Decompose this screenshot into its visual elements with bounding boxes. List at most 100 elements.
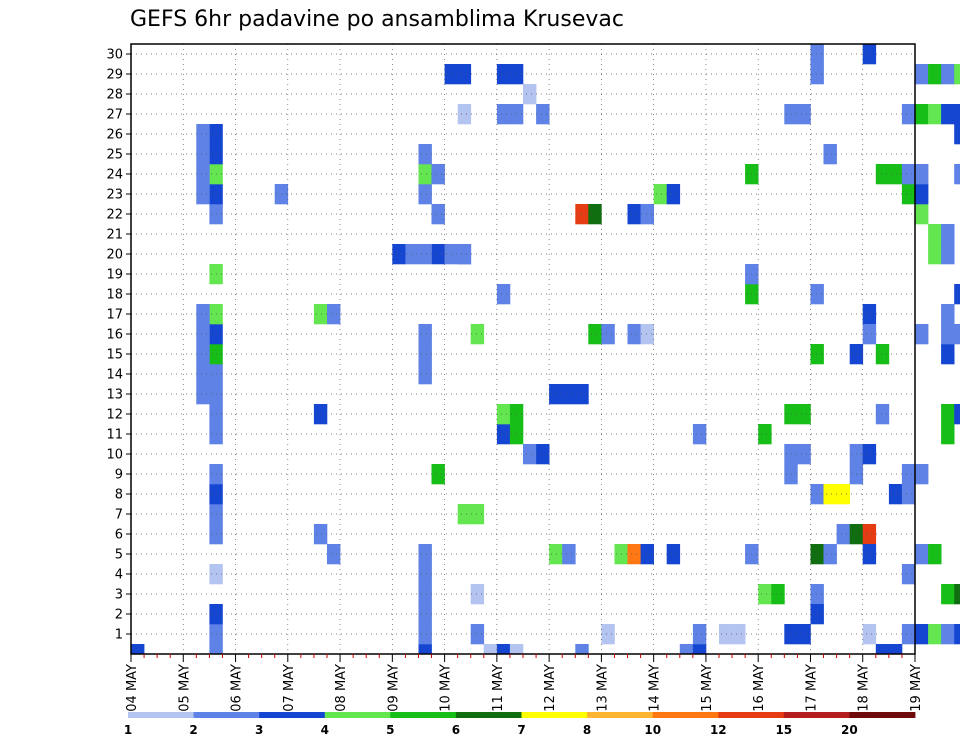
legend-swatch [455,712,522,718]
x-tick-label: 16 MAY [752,664,767,712]
heatmap-cell [862,44,877,65]
heatmap-cell [509,644,524,655]
heatmap-cell [954,124,960,145]
heatmap-cell [823,484,837,505]
heatmap-cell [418,544,432,565]
y-tick-label: 28 [106,88,123,103]
y-axis: 1234567891011121314151617181920212223242… [106,48,131,643]
legend-label: 20 [841,723,858,737]
heatmap-cell [536,104,550,125]
y-tick-label: 26 [106,128,123,143]
heatmap-cell [862,524,877,545]
y-tick-label: 15 [106,348,123,363]
heatmap-cell [941,64,955,85]
x-tick-label: 11 MAY [491,664,506,712]
y-tick-label: 2 [115,608,123,623]
legend-swatch [718,712,785,718]
heatmap-cell [928,224,942,245]
x-tick-label: 05 MAY [177,664,192,712]
heatmap-cell [901,484,916,505]
heatmap-cell [418,164,432,185]
y-tick-label: 10 [106,448,123,463]
heatmap-cell [928,104,942,125]
heatmap-cell [954,624,960,645]
heatmap-cell [797,404,811,425]
heatmap-cell [418,584,432,605]
y-tick-label: 11 [106,428,123,443]
heatmap-cell [627,544,641,565]
heatmap-cell [901,104,916,125]
heatmap-cell [209,644,223,655]
legend-label: 6 [452,723,460,737]
heatmap-cell [196,384,210,405]
heatmap-cell [457,504,472,525]
heatmap-cell [588,204,602,225]
heatmap-cell [496,104,511,125]
heatmap-cell [313,404,328,425]
heatmap-cell [915,624,929,645]
heatmap-cell [797,624,811,645]
heatmap-cell [862,624,877,645]
heatmap-cell [888,484,903,505]
heatmap-cell [679,644,694,655]
legend-label: 12 [710,723,727,737]
legend-swatch [521,712,588,718]
heatmap-cell [810,284,824,305]
heatmap-cell [470,324,485,345]
legend-swatch [849,712,916,718]
heatmap-cell [915,104,929,125]
heatmap-cell [941,424,955,445]
heatmap-cell [692,624,707,645]
heatmap-cell [941,404,955,425]
heatmap-cell [196,164,210,185]
heatmap-cell [810,584,824,605]
y-tick-label: 29 [106,68,123,83]
heatmap-cell [496,404,511,425]
heatmap-cell [941,344,955,365]
heatmap-cell [431,164,445,185]
heatmap-cell [470,584,485,605]
heatmap-cell [941,104,955,125]
heatmap-cell [418,624,432,645]
x-tick-label: 04 MAY [125,664,140,712]
heatmap-cell [327,544,341,565]
heatmap-cell [431,244,445,265]
heatmap-cell [196,184,210,205]
heatmap-cell [392,244,406,265]
legend-label: 10 [644,723,661,737]
heatmap-cell [418,604,432,625]
heatmap-cell [418,324,432,345]
heatmap-cell [810,44,824,65]
heatmap-cell [666,544,681,565]
heatmap-cell [888,644,903,655]
heatmap-cell [196,124,210,145]
x-tick-label: 07 MAY [282,664,297,712]
heatmap-cell [692,424,707,445]
grid-lines [131,44,915,654]
heatmap-cell [575,644,589,655]
y-tick-label: 7 [115,508,123,523]
heatmap-cell [941,624,955,645]
heatmap-cell [627,204,641,225]
heatmap-cell [954,104,960,125]
heatmap-cell [836,524,850,545]
heatmap-cell [719,624,733,645]
heatmap-cell [732,624,746,645]
heatmap-cell [313,524,328,545]
heatmap-cell [928,544,942,565]
x-tick-label: 13 MAY [595,664,610,712]
y-tick-label: 1 [115,628,123,643]
heatmap-cell [405,244,419,265]
legend-label: 4 [321,723,329,737]
heatmap-cell [901,184,916,205]
y-tick-label: 21 [106,228,123,243]
heatmap-cell [888,164,903,185]
heatmap-cell [915,204,929,225]
heatmap-cell [810,604,824,625]
heatmap-cell [954,404,960,425]
y-tick-label: 6 [115,528,123,543]
legend-swatch [193,712,260,718]
y-tick-label: 14 [106,368,123,383]
heatmap-cell [496,644,511,655]
heatmap-cell [496,424,511,445]
